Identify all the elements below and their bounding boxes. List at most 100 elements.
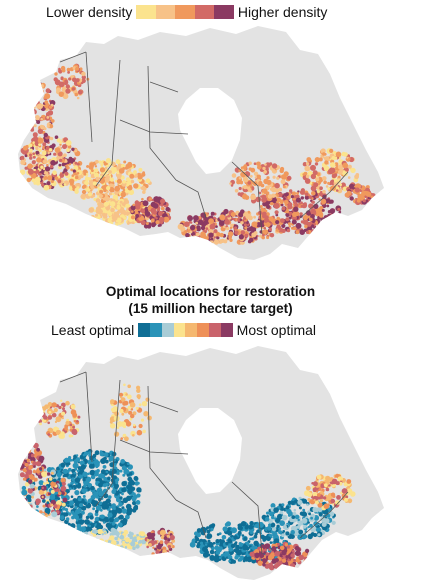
optimal-map-cell xyxy=(269,541,273,544)
optimal-map-cell xyxy=(51,402,57,408)
optimal-map-cell xyxy=(25,506,31,512)
optimal-map-cell xyxy=(130,413,135,419)
density-map-cell xyxy=(300,204,304,208)
optimal-map-cell xyxy=(29,483,35,489)
density-map-cell xyxy=(62,144,67,150)
density-map-cell xyxy=(337,175,341,179)
density-map-cell xyxy=(326,198,330,203)
density-map-cell xyxy=(291,219,297,225)
density-map-cell xyxy=(37,128,44,134)
density-map-cell xyxy=(115,159,121,165)
optimal-map-cell xyxy=(120,437,123,440)
optimal-map-cell xyxy=(322,496,327,500)
density-map-cell xyxy=(71,174,75,177)
density-map-border-6 xyxy=(231,161,263,235)
density-map-border-3 xyxy=(147,65,177,181)
density-map-cell xyxy=(61,87,66,93)
density-map-cell xyxy=(34,115,40,121)
density-map-cell xyxy=(81,189,87,195)
density-map-cell xyxy=(247,181,252,185)
optimal-map-cell xyxy=(77,497,82,502)
density-map-cell xyxy=(334,214,339,219)
optimal-map-cell xyxy=(228,559,231,563)
density-map-cell xyxy=(63,183,67,186)
optimal-map-cell xyxy=(347,498,353,504)
optimal-map-cell xyxy=(64,508,69,512)
density-map-cell xyxy=(90,215,95,219)
density-map-cell xyxy=(49,164,54,169)
optimal-map-cell xyxy=(312,492,318,497)
optimal-map-cell xyxy=(68,487,72,491)
optimal-map-cell xyxy=(231,527,237,534)
density-map-cell xyxy=(40,125,45,130)
optimal-map-cell xyxy=(138,423,143,429)
density-map-cell xyxy=(285,209,289,214)
density-map-cell xyxy=(75,78,80,83)
density-map-cell xyxy=(303,228,308,232)
density-map-cell xyxy=(337,215,340,218)
optimal-map-cell xyxy=(274,517,277,520)
density-map-cell xyxy=(158,216,165,223)
optimal-legend-swatch-7 xyxy=(209,323,221,337)
optimal-map-cell xyxy=(101,533,105,536)
optimal-map-cell xyxy=(49,494,56,500)
optimal-map-cell xyxy=(77,543,82,548)
optimal-map-cell xyxy=(221,556,225,560)
density-map-cell xyxy=(275,220,280,225)
optimal-map-cell xyxy=(331,520,336,525)
density-map-cell xyxy=(187,215,194,222)
optimal-map-cell xyxy=(151,532,156,537)
optimal-map-cell xyxy=(73,540,77,544)
density-map-cell xyxy=(141,197,144,201)
optimal-map-cell xyxy=(264,563,270,569)
density-map-cell xyxy=(310,208,316,214)
optimal-map-cell xyxy=(77,534,81,538)
density-map-cell xyxy=(39,83,44,89)
density-map-cell xyxy=(240,221,244,225)
optimal-map-cell xyxy=(21,485,27,491)
density-map-cell xyxy=(249,174,253,178)
optimal-map-cell xyxy=(194,540,198,544)
optimal-map-cell xyxy=(67,504,70,508)
optimal-map-cell xyxy=(279,520,285,526)
optimal-map-cell xyxy=(89,515,94,520)
optimal-map-cell xyxy=(148,543,152,547)
density-map-cell xyxy=(58,163,62,167)
density-map-cell xyxy=(347,157,351,161)
optimal-map-cell xyxy=(64,424,69,429)
density-map-cell xyxy=(362,199,366,203)
optimal-map-cell xyxy=(238,557,243,562)
density-map-cell xyxy=(247,228,251,232)
optimal-map-cell xyxy=(129,472,133,476)
optimal-map-cell xyxy=(56,488,60,492)
optimal-map-cell xyxy=(146,545,149,549)
density-map-cell xyxy=(319,213,324,218)
density-map-cell xyxy=(196,225,201,230)
optimal-map-cell xyxy=(325,475,331,481)
density-map-cell xyxy=(230,212,236,217)
optimal-map-cell xyxy=(315,527,321,533)
density-map-cell xyxy=(333,178,338,183)
density-map-cell xyxy=(245,213,251,220)
density-map-cell xyxy=(28,125,34,131)
optimal-legend-low-label: Least optimal xyxy=(51,322,135,338)
density-map-cell xyxy=(337,164,344,170)
density-map-cell xyxy=(48,124,54,129)
optimal-map-cell xyxy=(316,474,322,480)
optimal-map-cell xyxy=(141,401,148,407)
density-map-cell xyxy=(163,216,170,223)
density-map-cell xyxy=(292,226,297,231)
optimal-map-cell xyxy=(133,476,139,481)
density-map-cell xyxy=(40,117,43,121)
density-map-cell xyxy=(216,236,220,240)
density-map-cell xyxy=(59,143,62,146)
density-map-cell xyxy=(151,222,156,228)
optimal-map-cell xyxy=(227,554,233,560)
optimal-map-cell xyxy=(115,548,118,551)
optimal-map-cell xyxy=(143,411,149,417)
optimal-map-cell xyxy=(169,534,175,541)
density-map-cell xyxy=(225,226,230,231)
density-map-cell xyxy=(99,189,104,194)
density-map-cell xyxy=(26,112,33,118)
density-map-cell xyxy=(274,182,280,189)
